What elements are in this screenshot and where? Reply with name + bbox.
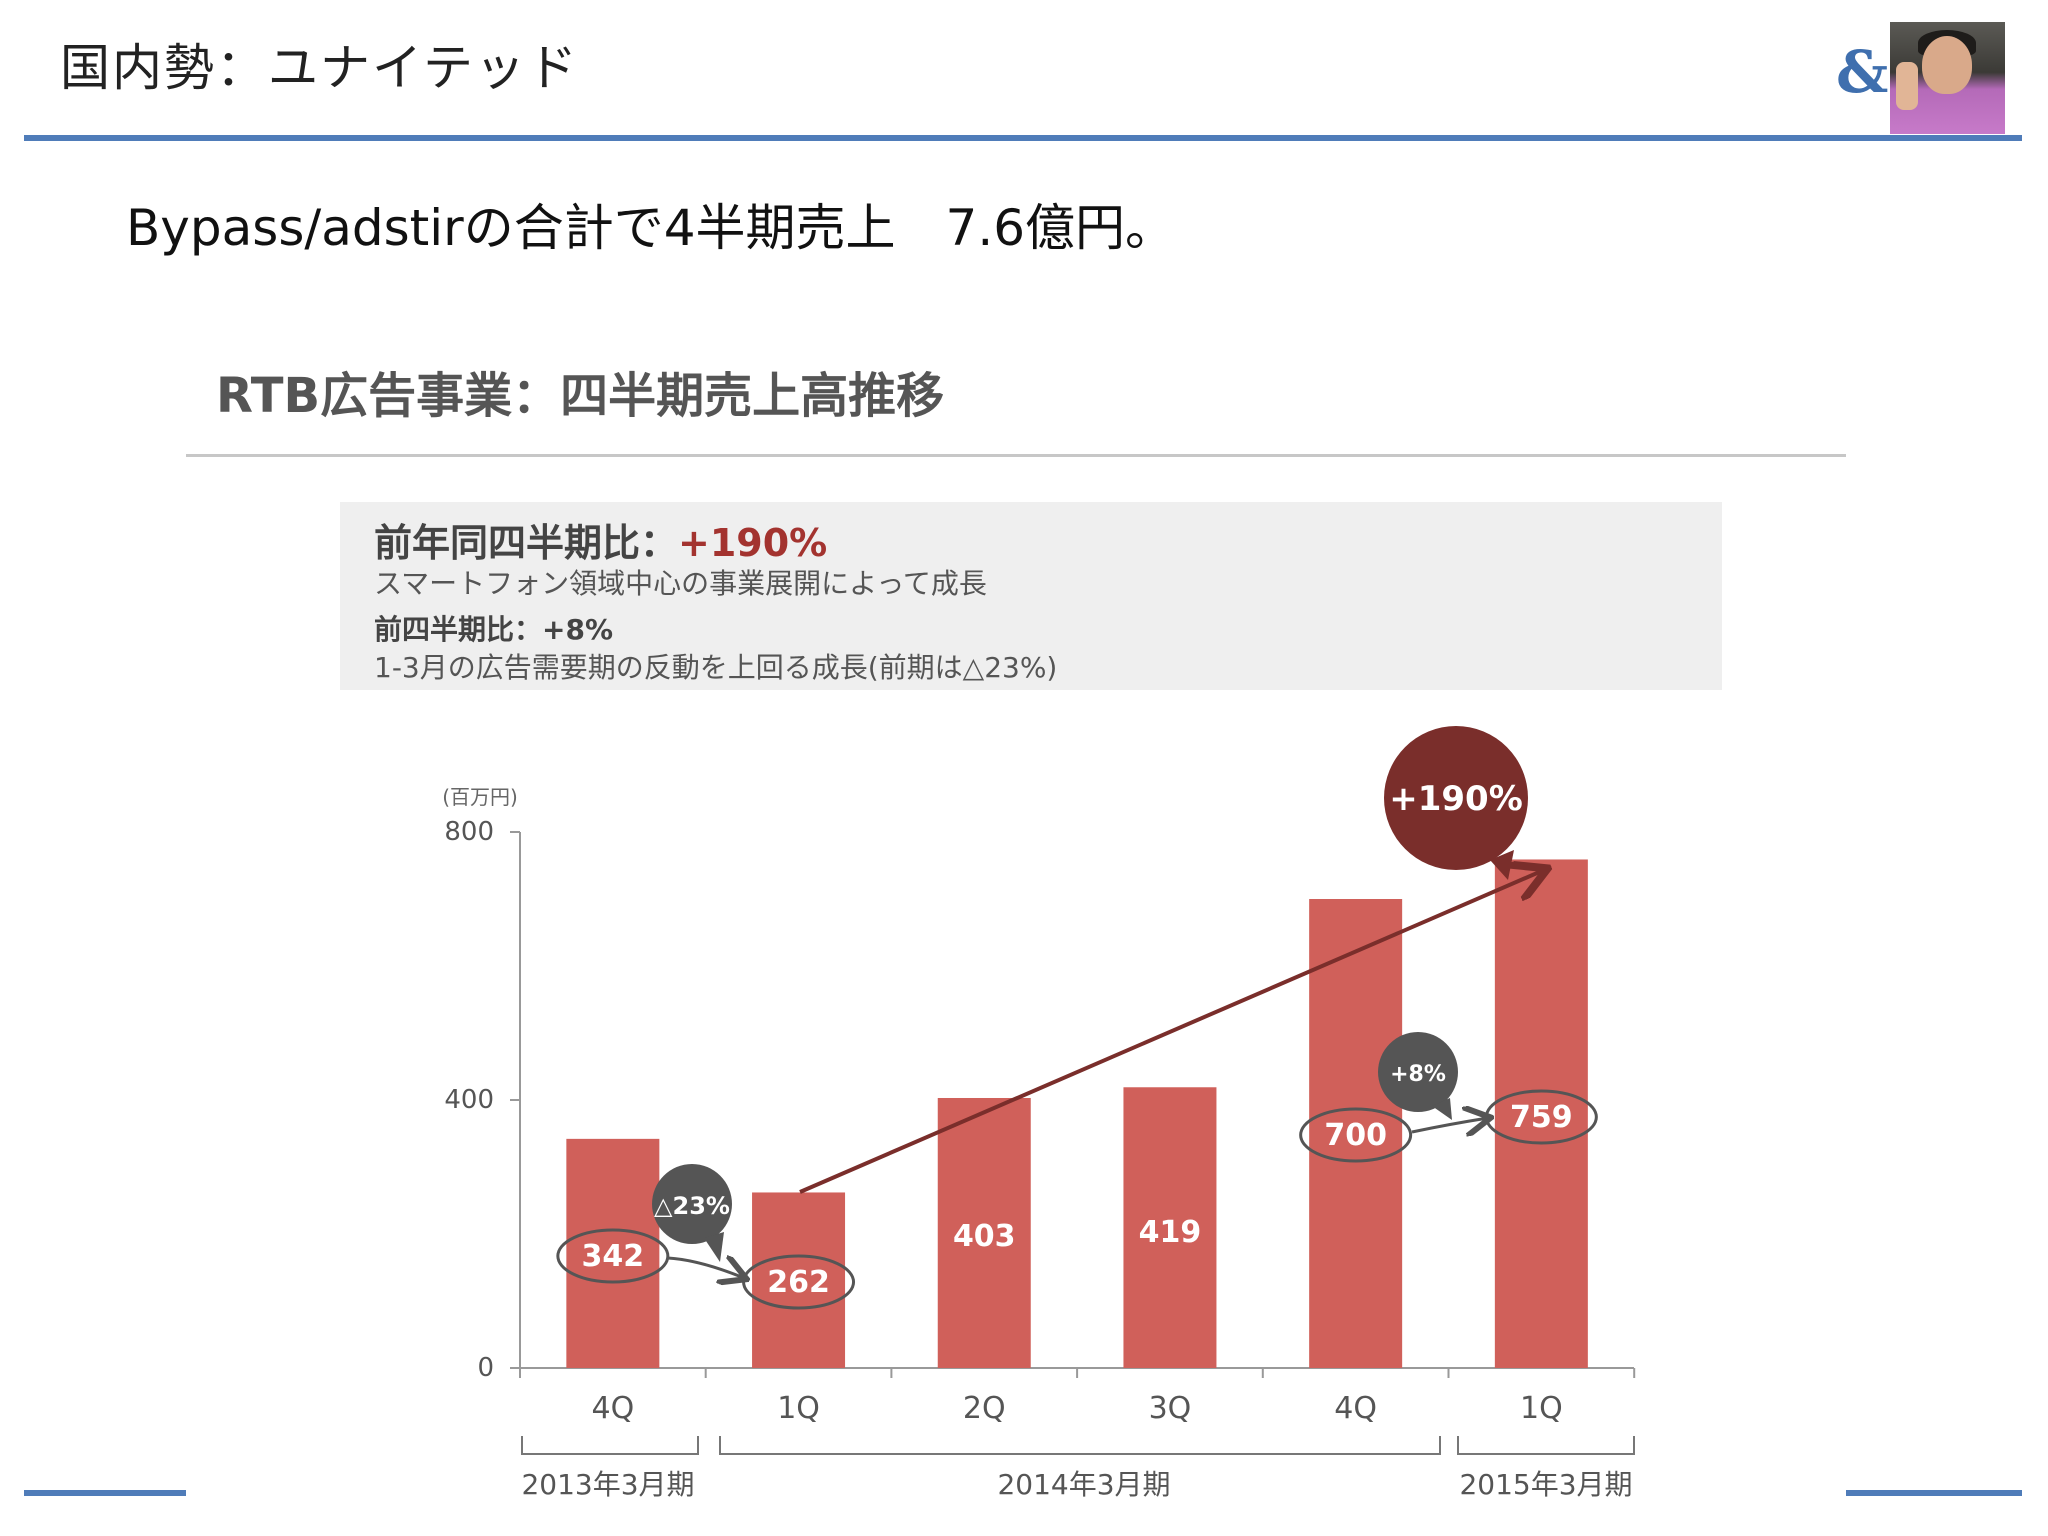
x-category-label: 2Q: [963, 1391, 1006, 1426]
yoy-note: スマートフォン領域中心の事業展開によって成長: [374, 567, 987, 600]
period-bracket: [521, 1436, 699, 1455]
callout-tail-1: [704, 1232, 724, 1262]
bar-3: [1123, 1087, 1217, 1368]
callout-tail-2: [1432, 1098, 1452, 1120]
callout-label-2: +8%: [1390, 1062, 1446, 1087]
callout-bubble-1: [652, 1164, 732, 1244]
value-label: 419: [1139, 1215, 1202, 1250]
qoq-note: 1-3月の広告需要期の反動を上回る成長(前期は△23%): [374, 651, 1058, 684]
period-label: 2014年3月期: [997, 1468, 1170, 1501]
bar-1: [752, 1192, 846, 1368]
bottom-rule-left: [24, 1490, 186, 1496]
bar-5: [1494, 859, 1588, 1368]
yoy-callout-bubble: [1384, 726, 1528, 870]
title-underline: [24, 135, 2022, 141]
callout-label-1: △23%: [654, 1192, 730, 1220]
x-category-label: 3Q: [1149, 1391, 1192, 1426]
qoq-arrow-2: [1411, 1118, 1488, 1132]
value-label: 759: [1510, 1100, 1573, 1135]
y-tick-label: 800: [444, 817, 494, 847]
yoy-value: +190%: [678, 521, 828, 565]
qoq-arrow-1: [667, 1258, 744, 1278]
value-label: 403: [953, 1219, 1016, 1254]
yoy-arrow: [799, 870, 1544, 1194]
y-tick-label: 400: [444, 1085, 494, 1115]
yoy-callout-label: +190%: [1389, 779, 1523, 819]
x-category-label: 1Q: [777, 1391, 820, 1426]
x-category-label: 4Q: [1334, 1391, 1377, 1426]
value-ring: [1299, 1107, 1413, 1163]
presenter-video-avatar: [1890, 22, 2005, 134]
callout-bubble-2: [1378, 1032, 1458, 1112]
value-label: 342: [582, 1239, 645, 1274]
bar-4: [1309, 899, 1403, 1368]
bottom-rule-right: [1846, 1490, 2022, 1496]
value-label: 700: [1324, 1118, 1387, 1153]
y-tick-label: 0: [477, 1353, 494, 1383]
bar-2: [937, 1097, 1031, 1368]
logo-ampersand: &: [1836, 38, 1889, 106]
avatar-hand: [1896, 62, 1918, 110]
summary-box: 前年同四半期比：+190% スマートフォン領域中心の事業展開によって成長 前四半…: [340, 502, 1722, 690]
slide-subtitle: Bypass/adstirの合計で4半期売上 7.6億円。: [126, 199, 1176, 257]
x-category-label: 1Q: [1520, 1391, 1563, 1426]
period-bracket: [719, 1436, 1441, 1455]
bar-0: [566, 1138, 660, 1368]
yoy-summary: 前年同四半期比：+190%: [374, 512, 827, 567]
period-label: 2013年3月期: [521, 1468, 694, 1501]
yoy-label: 前年同四半期比：: [374, 521, 679, 565]
x-category-label: 4Q: [591, 1391, 634, 1426]
period-bracket: [1457, 1436, 1635, 1455]
section-heading: RTB広告事業：四半期売上高推移: [216, 368, 945, 424]
avatar-face: [1922, 36, 1972, 94]
section-divider: [186, 454, 1846, 457]
period-label: 2015年3月期: [1459, 1468, 1632, 1501]
qoq-summary: 前四半期比：+8%: [374, 613, 613, 646]
slide-title: 国内勢：ユナイテッド: [60, 39, 579, 97]
y-axis-unit-label: (百万円): [442, 785, 518, 809]
value-ring: [556, 1228, 670, 1284]
value-label: 262: [767, 1265, 830, 1300]
yoy-callout-tail: [1490, 850, 1514, 880]
